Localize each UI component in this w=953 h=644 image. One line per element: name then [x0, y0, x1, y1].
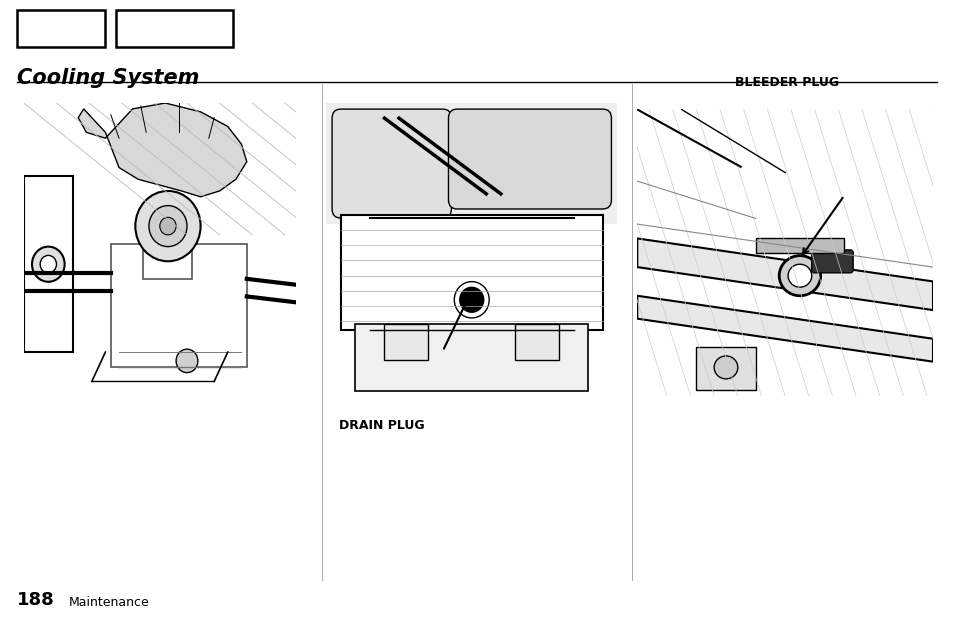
Polygon shape: [637, 238, 932, 310]
Bar: [755, 238, 843, 252]
FancyBboxPatch shape: [332, 109, 451, 218]
Bar: [384, 324, 428, 361]
Text: Cooling System: Cooling System: [17, 68, 199, 88]
Circle shape: [176, 349, 197, 373]
Bar: [515, 324, 558, 361]
FancyBboxPatch shape: [448, 109, 611, 209]
Bar: [326, 103, 617, 224]
Circle shape: [159, 217, 176, 235]
Text: Maintenance: Maintenance: [69, 596, 150, 609]
Polygon shape: [78, 103, 247, 197]
Bar: [24, 176, 72, 352]
Circle shape: [779, 256, 820, 296]
Bar: [116, 10, 233, 47]
Text: BLEEDER PLUG: BLEEDER PLUG: [734, 76, 838, 89]
Bar: [355, 324, 587, 390]
Circle shape: [787, 264, 811, 287]
FancyBboxPatch shape: [811, 250, 852, 273]
Text: DRAIN PLUG: DRAIN PLUG: [338, 419, 424, 431]
Text: 188: 188: [17, 591, 55, 609]
Bar: [340, 215, 602, 330]
Circle shape: [135, 191, 200, 261]
Bar: [696, 347, 755, 390]
Circle shape: [32, 247, 65, 282]
Polygon shape: [637, 296, 932, 362]
Bar: [17, 10, 105, 47]
Circle shape: [40, 256, 56, 273]
Circle shape: [149, 205, 187, 247]
Circle shape: [459, 288, 483, 312]
Circle shape: [714, 356, 737, 379]
Bar: [111, 243, 247, 367]
Bar: [143, 232, 193, 279]
